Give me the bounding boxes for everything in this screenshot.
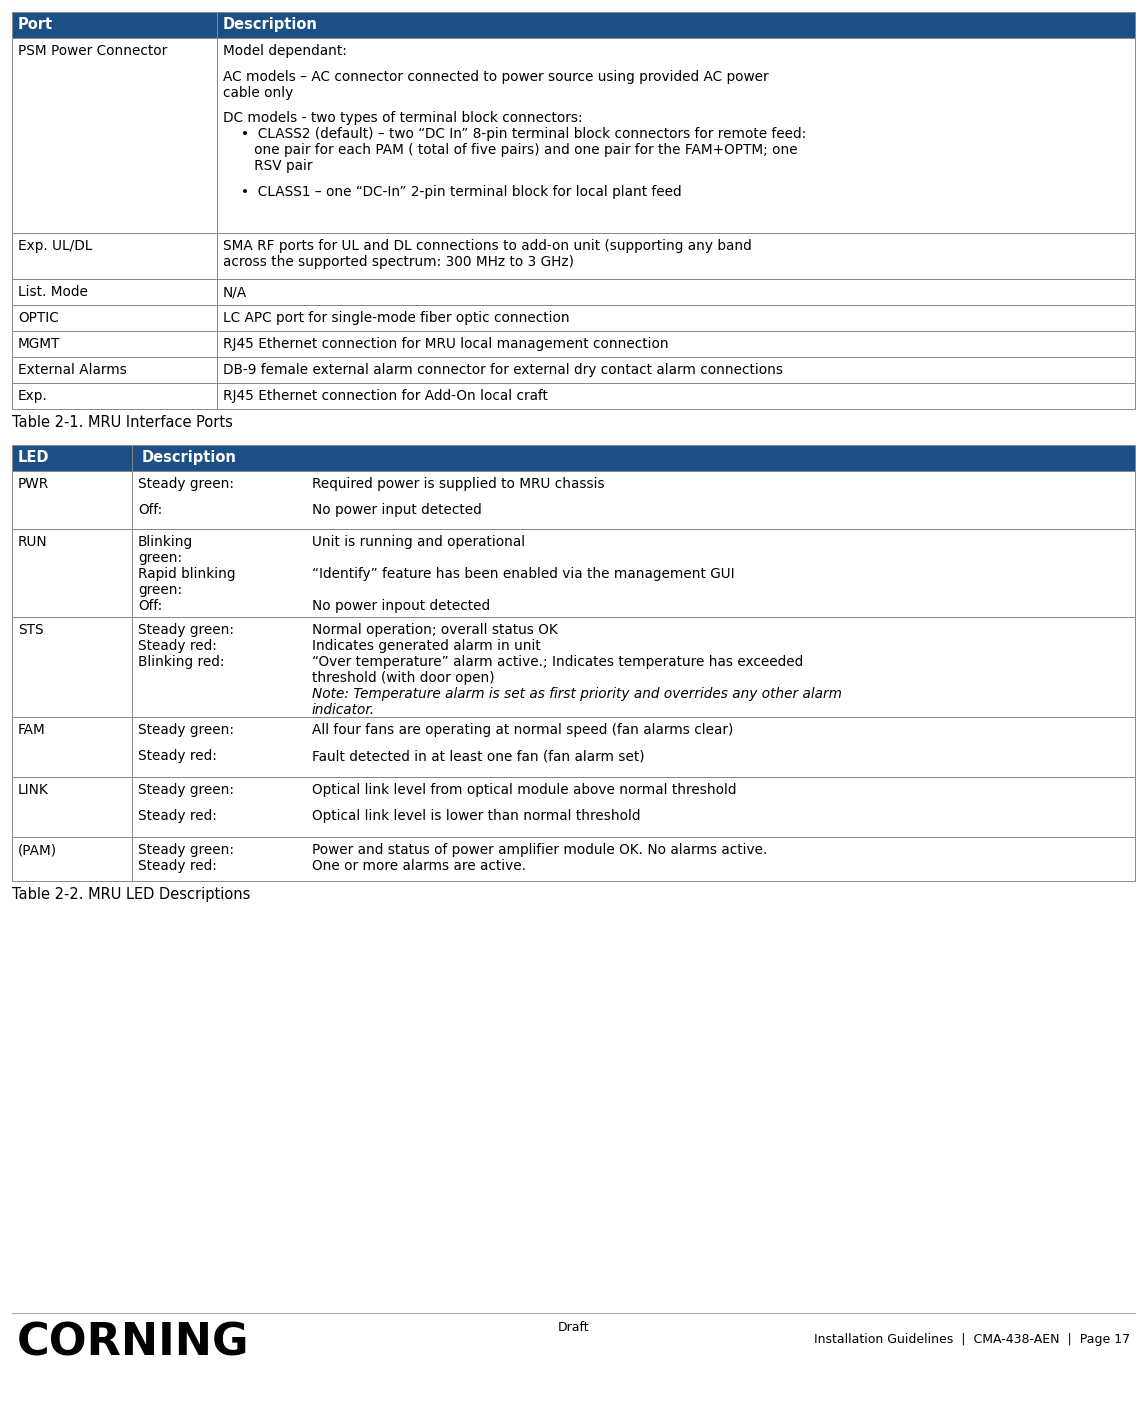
Bar — [11, 356, 1136, 383]
Text: DB-9 female external alarm connector for external dry contact alarm connections: DB-9 female external alarm connector for… — [223, 363, 783, 377]
Text: SMA RF ports for UL and DL connections to add-on unit (supporting any band: SMA RF ports for UL and DL connections t… — [223, 239, 751, 253]
Text: External Alarms: External Alarms — [18, 363, 127, 377]
Text: PSM Power Connector: PSM Power Connector — [18, 43, 167, 58]
Text: MGMT: MGMT — [18, 337, 61, 351]
Text: No power inpout detected: No power inpout detected — [312, 599, 490, 613]
Bar — [11, 617, 1136, 717]
Text: Unit is running and operational: Unit is running and operational — [312, 535, 525, 549]
Text: cable only: cable only — [223, 86, 294, 100]
Text: Note: Temperature alarm is set as first priority and overrides any other alarm: Note: Temperature alarm is set as first … — [312, 687, 842, 702]
Text: LC APC port for single-mode fiber optic connection: LC APC port for single-mode fiber optic … — [223, 311, 570, 325]
Bar — [11, 529, 1136, 617]
Text: One or more alarms are active.: One or more alarms are active. — [312, 859, 526, 873]
Text: FAM: FAM — [18, 723, 46, 737]
Text: Exp. UL/DL: Exp. UL/DL — [18, 239, 93, 253]
Text: AC models – AC connector connected to power source using provided AC power: AC models – AC connector connected to po… — [223, 70, 768, 84]
Text: CORNING: CORNING — [17, 1322, 250, 1364]
Text: indicator.: indicator. — [312, 703, 375, 717]
Text: DC models - two types of terminal block connectors:: DC models - two types of terminal block … — [223, 111, 583, 125]
Bar — [11, 838, 1136, 881]
Text: Model dependant:: Model dependant: — [223, 43, 346, 58]
Text: green:: green: — [138, 584, 182, 598]
Text: Exp.: Exp. — [18, 389, 48, 403]
Text: Steady green:: Steady green: — [138, 477, 234, 491]
Text: •  CLASS1 – one “DC-In” 2-pin terminal block for local plant feed: • CLASS1 – one “DC-In” 2-pin terminal bl… — [241, 185, 681, 199]
Text: across the supported spectrum: 300 MHz to 3 GHz): across the supported spectrum: 300 MHz t… — [223, 255, 574, 269]
Text: Steady green:: Steady green: — [138, 843, 234, 857]
Text: Fault detected in at least one fan (fan alarm set): Fault detected in at least one fan (fan … — [312, 749, 645, 763]
Bar — [11, 445, 1136, 471]
Text: LED: LED — [18, 450, 49, 464]
Text: Optical link level is lower than normal threshold: Optical link level is lower than normal … — [312, 810, 640, 824]
Text: PWR: PWR — [18, 477, 49, 491]
Bar — [11, 13, 1136, 38]
Text: Table 2-1. MRU Interface Ports: Table 2-1. MRU Interface Ports — [11, 415, 233, 429]
Bar — [11, 331, 1136, 356]
Bar — [11, 777, 1136, 838]
Text: STS: STS — [18, 623, 44, 637]
Text: green:: green: — [138, 551, 182, 565]
Text: Steady red:: Steady red: — [138, 810, 217, 824]
Text: (PAM): (PAM) — [18, 843, 57, 857]
Text: Rapid blinking: Rapid blinking — [138, 567, 235, 581]
Text: Off:: Off: — [138, 599, 162, 613]
Text: All four fans are operating at normal speed (fan alarms clear): All four fans are operating at normal sp… — [312, 723, 733, 737]
Text: Description: Description — [142, 450, 237, 464]
Text: No power input detected: No power input detected — [312, 504, 482, 518]
Text: List. Mode: List. Mode — [18, 285, 88, 299]
Text: OPTIC: OPTIC — [18, 311, 58, 325]
Text: Optical link level from optical module above normal threshold: Optical link level from optical module a… — [312, 783, 736, 797]
Text: Steady green:: Steady green: — [138, 783, 234, 797]
Text: Installation Guidelines  |  CMA-438-AEN  |  Page 17: Installation Guidelines | CMA-438-AEN | … — [814, 1333, 1130, 1345]
Text: RSV pair: RSV pair — [241, 159, 312, 173]
Bar — [11, 233, 1136, 279]
Text: RJ45 Ethernet connection for MRU local management connection: RJ45 Ethernet connection for MRU local m… — [223, 337, 669, 351]
Text: N/A: N/A — [223, 285, 248, 299]
Text: •  CLASS2 (default) – two “DC In” 8-pin terminal block connectors for remote fee: • CLASS2 (default) – two “DC In” 8-pin t… — [241, 128, 806, 142]
Text: threshold (with door open): threshold (with door open) — [312, 671, 494, 685]
Text: Table 2-2. MRU LED Descriptions: Table 2-2. MRU LED Descriptions — [11, 887, 250, 902]
Bar — [11, 304, 1136, 331]
Text: Port: Port — [18, 17, 53, 32]
Text: Description: Description — [223, 17, 318, 32]
Text: Draft: Draft — [557, 1322, 590, 1334]
Text: Steady red:: Steady red: — [138, 749, 217, 763]
Bar — [11, 38, 1136, 233]
Text: Indicates generated alarm in unit: Indicates generated alarm in unit — [312, 638, 540, 652]
Text: RJ45 Ethernet connection for Add-On local craft: RJ45 Ethernet connection for Add-On loca… — [223, 389, 548, 403]
Text: Steady red:: Steady red: — [138, 859, 217, 873]
Text: one pair for each PAM ( total of five pairs) and one pair for the FAM+OPTM; one: one pair for each PAM ( total of five pa… — [241, 143, 797, 157]
Text: “Over temperature” alarm active.; Indicates temperature has exceeded: “Over temperature” alarm active.; Indica… — [312, 655, 803, 669]
Bar — [11, 471, 1136, 529]
Text: LINK: LINK — [18, 783, 49, 797]
Text: Blinking red:: Blinking red: — [138, 655, 225, 669]
Text: Steady red:: Steady red: — [138, 638, 217, 652]
Text: Steady green:: Steady green: — [138, 623, 234, 637]
Text: Steady green:: Steady green: — [138, 723, 234, 737]
Text: Off:: Off: — [138, 504, 162, 518]
Bar — [11, 717, 1136, 777]
Text: RUN: RUN — [18, 535, 48, 549]
Text: Required power is supplied to MRU chassis: Required power is supplied to MRU chassi… — [312, 477, 604, 491]
Bar — [11, 279, 1136, 304]
Bar — [11, 383, 1136, 410]
Text: Power and status of power amplifier module OK. No alarms active.: Power and status of power amplifier modu… — [312, 843, 767, 857]
Text: “Identify” feature has been enabled via the management GUI: “Identify” feature has been enabled via … — [312, 567, 734, 581]
Text: Blinking: Blinking — [138, 535, 193, 549]
Text: Normal operation; overall status OK: Normal operation; overall status OK — [312, 623, 557, 637]
